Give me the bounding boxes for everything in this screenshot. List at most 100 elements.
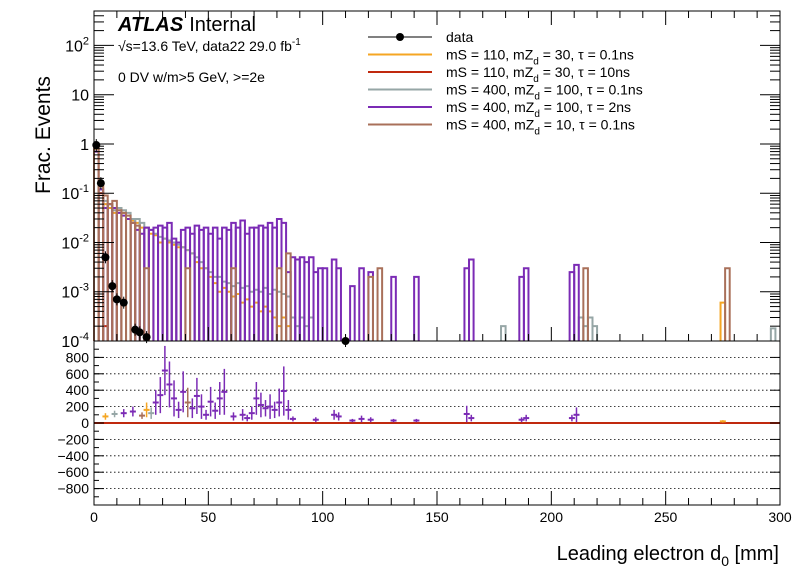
- y-tick-label-exponent: 2: [83, 35, 89, 47]
- histogram-bin: [143, 267, 150, 341]
- energy-lumi-label: √s=13.6 TeV, data22 29.0 fb-1: [118, 37, 301, 54]
- atlas-label: ATLAS Internal: [117, 14, 256, 36]
- histogram-bin: [582, 267, 589, 341]
- data-point: [101, 253, 110, 262]
- y-tick-label-base: 10: [65, 38, 83, 55]
- data-point: [119, 298, 128, 307]
- data-point: [92, 141, 101, 150]
- legend-label-main: mS = 400, mZ: [446, 99, 535, 115]
- y-tick-label-base: 10: [61, 235, 79, 252]
- ratio-y-tick-label: 0: [81, 415, 89, 431]
- x-axis-label-subscript: 0: [721, 553, 729, 569]
- legend-label-rest: = 100, τ = 2ns: [540, 99, 631, 115]
- x-tick-label: 150: [425, 509, 449, 525]
- y-tick-label: 1: [80, 137, 89, 154]
- histogram-bin: [285, 252, 292, 341]
- legend-label-subscript: d: [533, 57, 539, 68]
- data-point: [112, 295, 121, 304]
- histogram-bin: [468, 258, 475, 341]
- ratio-y-tick-label: 600: [66, 366, 90, 382]
- histogram-bin: [367, 275, 374, 341]
- x-axis-label-unit: [mm]: [729, 543, 779, 565]
- legend-item-4: mS = 400, mZd = 100, τ = 2ns: [368, 99, 631, 120]
- x-tick-label: 100: [311, 509, 335, 525]
- data-point: [135, 328, 144, 337]
- legend-label: mS = 110, mZd = 30, τ = 0.1ns: [446, 47, 634, 68]
- legend-label: mS = 400, mZd = 100, τ = 0.1ns: [446, 82, 643, 103]
- legend-label-main: data: [446, 29, 473, 45]
- y-tick-label: 10: [71, 88, 89, 105]
- legend-label-main: mS = 400, mZ: [446, 82, 535, 98]
- data-point: [108, 282, 117, 291]
- x-axis-label: Leading electron d0 [mm]: [557, 543, 779, 569]
- data-point: [96, 179, 105, 188]
- y-tick-label: 10-2: [61, 232, 89, 252]
- histogram-bin: [724, 267, 731, 341]
- legend-label-subscript: d: [534, 92, 540, 103]
- x-tick-label: 0: [90, 509, 98, 525]
- legend-label-rest: = 30, τ = 0.1ns: [539, 47, 634, 63]
- histogram-bin: [390, 275, 397, 341]
- histogram-bin: [358, 267, 365, 341]
- histogram-bin: [335, 267, 342, 341]
- histogram-bin: [413, 275, 420, 341]
- legend-label: mS = 400, mZd = 100, τ = 2ns: [446, 99, 631, 120]
- legend-label-main: mS = 110, mZ: [446, 64, 534, 80]
- legend-label-rest: = 10, τ = 0.1ns: [540, 117, 635, 133]
- y-tick-label-base: 10: [61, 285, 79, 302]
- y-tick-label-base: 10: [61, 186, 79, 203]
- legend-label: data: [446, 29, 473, 45]
- legend-item-1: mS = 110, mZd = 30, τ = 0.1ns: [368, 47, 634, 68]
- ratio-y-tick-label: −800: [57, 481, 89, 497]
- histogram-bin: [573, 263, 580, 341]
- ratio-y-tick-label: 800: [66, 349, 90, 365]
- histogram-bin: [522, 267, 530, 341]
- ratio-y-tick-label: −200: [57, 431, 89, 447]
- histogram-bin: [500, 325, 507, 341]
- histogram-bin: [769, 327, 777, 341]
- y-tick-label: 10-3: [61, 282, 89, 302]
- histogram-bin: [376, 267, 384, 341]
- y-tick-label: 102: [65, 35, 89, 55]
- legend-label-subscript: d: [533, 74, 539, 85]
- legend-label-subscript: d: [534, 109, 540, 120]
- legend-label-main: mS = 110, mZ: [446, 47, 534, 63]
- histogram-bin: [230, 267, 237, 341]
- ratio-y-tick-label: 200: [66, 399, 90, 415]
- legend-item-0: data: [368, 29, 473, 45]
- ratio-plot-frame: [93, 340, 781, 506]
- upper-histogram-series: [93, 145, 777, 341]
- histogram-bin: [591, 325, 599, 341]
- histogram-bin: [275, 267, 283, 341]
- lumi-exponent: -1: [292, 37, 301, 48]
- x-tick-label: 250: [654, 509, 678, 525]
- upper-x-ticks: [93, 11, 781, 341]
- atlas-name: ATLAS: [117, 14, 184, 36]
- x-tick-label: 200: [540, 509, 564, 525]
- x-axis-label-main: Leading electron d: [557, 543, 722, 565]
- y-tick-label-base: 10: [61, 334, 79, 351]
- selection-label: 0 DV w/m>5 GeV, >=2e: [118, 69, 265, 85]
- legend-label-rest: = 30, τ = 10ns: [539, 64, 630, 80]
- x-tick-label: 50: [201, 509, 217, 525]
- data-point: [142, 333, 151, 342]
- y-tick-label: 10-1: [61, 183, 89, 203]
- ratio-y-tick-label: 400: [66, 382, 90, 398]
- legend-item-5: mS = 400, mZd = 10, τ = 0.1ns: [368, 117, 635, 138]
- y-tick-label-exponent: -4: [79, 331, 89, 343]
- histogram-bin: [321, 267, 329, 341]
- y-tick-label-base: 10: [71, 88, 89, 105]
- legend-label: mS = 110, mZd = 30, τ = 10ns: [446, 64, 630, 85]
- atlas-status: Internal: [189, 14, 256, 36]
- y-tick-label-base: 1: [80, 137, 89, 154]
- legend-marker: [396, 33, 404, 41]
- x-axis-ticks: 0 50 100 150 200 250 300: [90, 491, 792, 525]
- ratio-gridlines: [94, 356, 780, 490]
- energy-lumi-text: √s=13.6 TeV, data22 29.0 fb: [118, 38, 292, 54]
- legend-label-rest: = 100, τ = 0.1ns: [540, 82, 643, 98]
- legend-label-subscript: d: [534, 127, 540, 138]
